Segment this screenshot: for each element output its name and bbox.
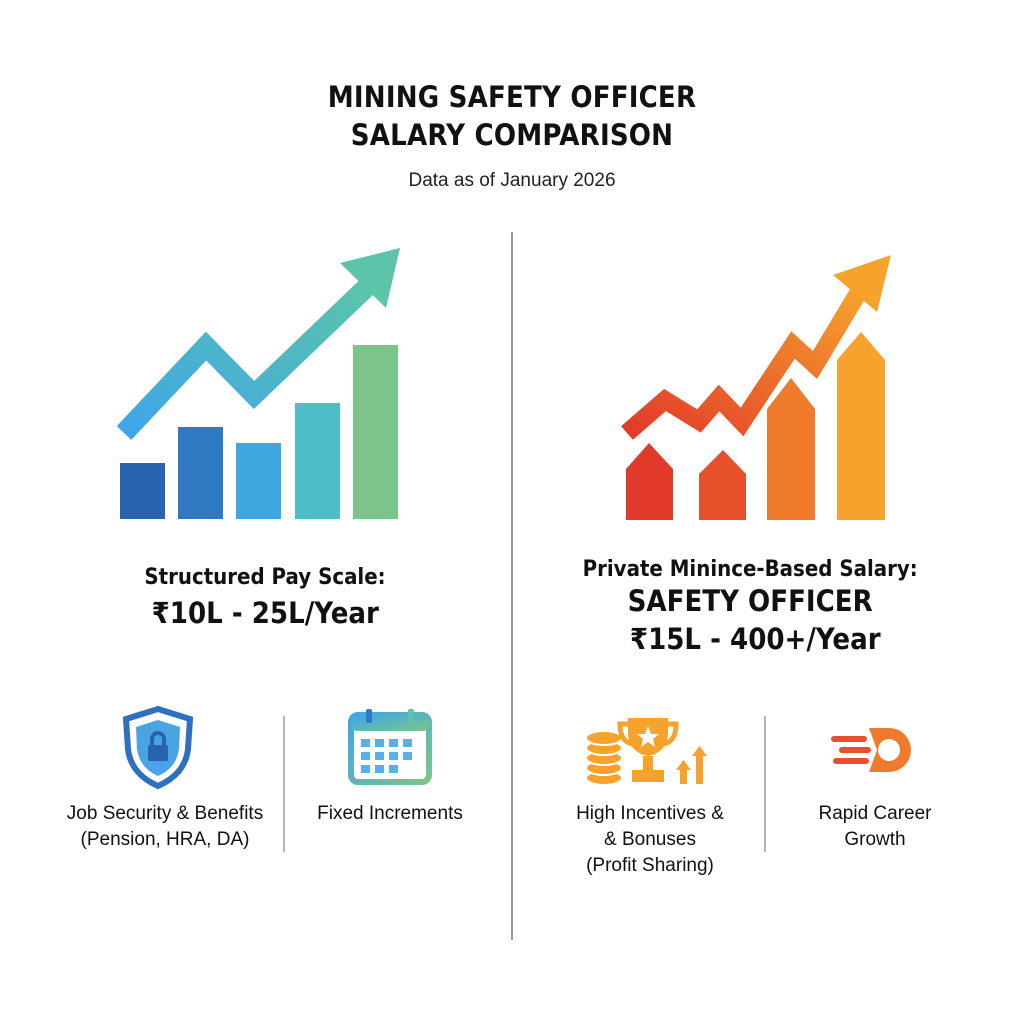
growth-chart-icon-orange: [621, 255, 891, 520]
feature-high-incentives: High Incentives & & Bonuses (Profit Shar…: [550, 801, 750, 879]
trend-arrow-line: [116, 274, 379, 440]
feature-line-1: Job Security & Benefits: [66, 803, 264, 824]
feature-fixed-increments: Fixed Increments: [300, 801, 480, 827]
left-feature-divider: [283, 716, 285, 852]
pay-range: ₹10L - 25L/Year: [151, 596, 379, 630]
header: MINING SAFETY OFFICER SALARY COMPARISON …: [0, 78, 1024, 192]
calendar-icon: [348, 709, 432, 785]
title-line-2: SALARY COMPARISON: [350, 118, 674, 152]
trend-arrow-head: [340, 248, 400, 308]
pay-label: Private Minince-Based Salary:: [582, 557, 918, 582]
feature-line-3: (Profit Sharing): [586, 855, 714, 876]
feature-line-2: & Bonuses: [604, 829, 696, 850]
bar-5: [353, 345, 398, 519]
coins-trophy-icon: [585, 718, 707, 786]
bar-1: [626, 443, 673, 520]
trend-arrow-head: [833, 255, 891, 312]
bar-2: [178, 427, 223, 519]
subtitle: Data as of January 2026: [408, 170, 616, 191]
bar-1: [120, 463, 165, 519]
speed-rocket-icon: [831, 728, 911, 772]
right-feature-divider: [764, 716, 766, 852]
bar-4: [295, 403, 340, 519]
bar-3: [767, 378, 815, 520]
feature-job-security: Job Security & Benefits (Pension, HRA, D…: [40, 801, 290, 853]
center-divider: [511, 232, 513, 940]
pay-label: Structured Pay Scale:: [144, 565, 386, 590]
right-pay: Private Minince-Based Salary: SAFETY OFF…: [540, 557, 960, 656]
feature-line-2: Growth: [844, 829, 906, 850]
feature-line-1: High Incentives &: [576, 803, 724, 824]
pay-title: SAFETY OFFICER: [627, 584, 873, 618]
trend-arrow-line: [621, 285, 868, 440]
bar-2: [699, 450, 746, 520]
bar-4: [837, 332, 885, 520]
pay-range: ₹15L - 400+/Year: [629, 622, 881, 656]
feature-rapid-growth: Rapid Career Growth: [785, 801, 965, 853]
feature-line-2: (Pension, HRA, DA): [80, 829, 250, 850]
bar-3: [236, 443, 281, 519]
title-line-1: MINING SAFETY OFFICER: [327, 80, 697, 114]
shield-lock-icon: [122, 705, 194, 789]
left-pay: Structured Pay Scale: ₹10L - 25L/Year: [100, 565, 430, 630]
feature-line-1: Fixed Increments: [317, 803, 463, 824]
feature-line-1: Rapid Career: [818, 803, 932, 824]
growth-chart-icon: [116, 248, 400, 519]
